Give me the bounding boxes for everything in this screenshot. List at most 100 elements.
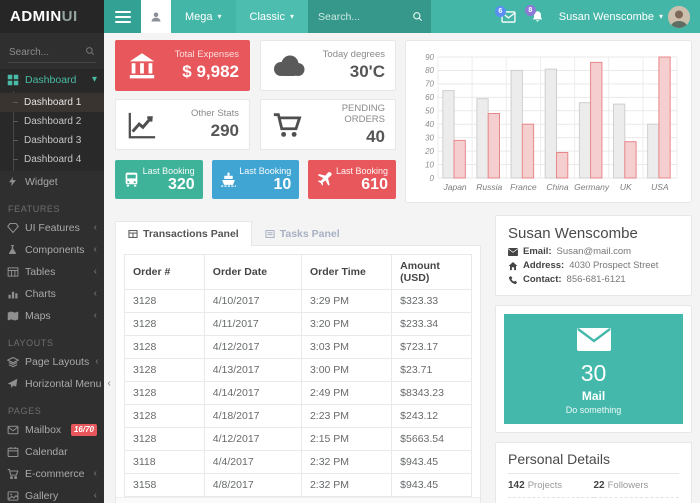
cart-icon (271, 110, 303, 140)
sidebar-item-ui-features[interactable]: UI Features ‹ (0, 217, 104, 239)
search-icon (85, 46, 95, 56)
svg-text:10: 10 (425, 160, 434, 169)
stat-card-total-expenses[interactable]: Total Expenses $ 9,982 (115, 40, 250, 91)
stat-card-today-degrees[interactable]: Today degrees 30'C (260, 40, 396, 91)
user-icon (150, 11, 162, 23)
sidebar-item-horizontal-menu[interactable]: Horizontal Menu ‹ (0, 373, 111, 395)
envelope-icon (508, 247, 518, 256)
sidebar-item-page-layouts[interactable]: Page Layouts ‹ (0, 351, 104, 373)
sidebar-item-label: Page Layouts (25, 356, 90, 368)
col-order-time[interactable]: Order Time (300, 254, 393, 290)
sidebar-item-label: Widget (25, 176, 58, 188)
sidebar-item-mailbox[interactable]: Mailbox 16/70 (0, 419, 104, 441)
messages-button[interactable]: 6 (494, 5, 516, 23)
menu-toggle-button[interactable] (104, 0, 141, 33)
sidebar-item-label: Gallery (25, 490, 59, 502)
cart-icon (7, 468, 19, 480)
envelope-icon (576, 328, 611, 351)
sidebar-item-label: Tables (25, 266, 56, 278)
booking-value: 610 (361, 175, 388, 193)
sidebar-subitem-dashboard1[interactable]: Dashboard 1 (0, 93, 104, 112)
sidebar-item-tables[interactable]: Tables ‹ (0, 261, 104, 283)
top-navbar: Mega ▾ Classic ▾ 6 8 (104, 0, 700, 33)
booking-card-bus[interactable]: Last Booking 320 (115, 160, 203, 199)
sidebar-section-pages: PAGES (8, 406, 42, 416)
table-header-row: Order # Order Date Order Time Amount (US… (124, 254, 472, 290)
app-logo[interactable]: ADMIN UI (0, 0, 104, 33)
table-row[interactable]: 3128 4/18/2017 2:23 PM $243.12 (124, 404, 472, 428)
bolt-icon (7, 176, 19, 188)
table-row[interactable]: 3128 4/14/2017 2:49 PM $8343.23 (124, 381, 472, 405)
sidebar-item-label: Maps (25, 310, 51, 322)
sidebar-subitem-dashboard4[interactable]: Dashboard 4 (0, 150, 104, 169)
bar-chart-icon (7, 288, 19, 300)
sidebar-subitem-dashboard3[interactable]: Dashboard 3 (0, 131, 104, 150)
svg-text:70: 70 (425, 80, 434, 89)
table-row[interactable]: 3128 4/12/2017 3:03 PM $723.17 (124, 335, 472, 359)
sidebar-item-dashboard[interactable]: Dashboard ▾ (0, 69, 104, 91)
nav-menu-classic[interactable]: Classic ▾ (235, 0, 309, 33)
tab-transactions-panel[interactable]: Transactions Panel (115, 221, 252, 246)
navbar-search-input[interactable] (316, 9, 409, 24)
profile-address-value: 4030 Prospect Street (569, 260, 659, 271)
stat-card-pending-orders[interactable]: PENDING ORDERS 40 (260, 99, 396, 150)
profile-email-row: Email: Susan@mail.com (508, 246, 679, 257)
map-icon (7, 310, 19, 322)
nav-menu-mega[interactable]: Mega ▾ (171, 0, 236, 33)
sidebar-item-components[interactable]: Components ‹ (0, 239, 104, 261)
table-row[interactable]: 3128 4/12/2017 2:15 PM $5663.54 (124, 427, 472, 451)
stat-label: Other Stats (190, 108, 239, 119)
table-row[interactable]: 3128 4/10/2017 3:29 PM $323.33 (124, 289, 472, 313)
booking-label: Last Booking (239, 165, 292, 176)
user-tab-button[interactable] (141, 0, 171, 33)
plane-icon (316, 171, 333, 188)
svg-text:50: 50 (425, 107, 434, 116)
logo-text-main: ADMIN (10, 8, 62, 25)
table-row[interactable]: 3128 4/13/2017 3:00 PM $23.71 (124, 358, 472, 382)
booking-value: 320 (167, 175, 195, 193)
sidebar-item-charts[interactable]: Charts ‹ (0, 283, 104, 305)
sidebar-item-calendar[interactable]: Calendar (0, 441, 104, 463)
notifications-button[interactable]: 8 (524, 5, 544, 23)
nav-menu-label: Classic (249, 10, 285, 23)
countries-bar-chart-panel: 0 10 20 30 40 50 60 70 80 90 Japan Russia France Chin… (405, 40, 692, 203)
table-row[interactable]: 3158 4/8/2017 2:32 PM $943.45 (124, 473, 472, 497)
sidebar-subitem-dashboard2[interactable]: Dashboard 2 (0, 112, 104, 131)
tab-tasks-panel[interactable]: Tasks Panel (252, 221, 353, 246)
avatar (668, 5, 690, 28)
chevron-left-icon: ‹ (93, 490, 97, 501)
home-icon (508, 261, 518, 271)
stat-label: Total Expenses (174, 49, 239, 60)
sidebar-search-input[interactable] (8, 43, 96, 62)
col-order-number[interactable]: Order # (124, 254, 205, 290)
search-icon[interactable] (412, 11, 423, 22)
sidebar-item-widget[interactable]: Widget (0, 171, 104, 193)
ship-icon (220, 171, 237, 188)
sidebar-item-ecommerce[interactable]: E-commerce ‹ (0, 463, 104, 485)
image-icon (7, 490, 19, 502)
flask-icon (7, 244, 19, 256)
navbar-right-group: 6 8 Susan Wenscombe ▾ (494, 0, 700, 33)
table-row[interactable]: 3128 4/11/2017 3:20 PM $233.34 (124, 312, 472, 336)
sidebar-item-gallery[interactable]: Gallery ‹ (0, 485, 104, 503)
booking-card-ship[interactable]: Last Booking 10 (211, 160, 300, 199)
col-amount[interactable]: Amount (USD) (391, 254, 472, 290)
cloud-icon (271, 53, 305, 79)
mail-widget[interactable]: 30 Mail Do something (504, 314, 683, 424)
stat-card-other-stats[interactable]: Other Stats 290 (115, 99, 250, 150)
svg-text:40: 40 (425, 120, 434, 129)
user-menu[interactable]: Susan Wenscombe ▾ (559, 5, 690, 28)
tab-label: Transactions Panel (143, 228, 239, 240)
sidebar-item-maps[interactable]: Maps ‹ (0, 305, 104, 327)
booking-card-plane[interactable]: Last Booking 610 (308, 160, 396, 199)
table-row[interactable]: 3118 4/4/2017 2:32 PM $943.45 (124, 450, 472, 474)
table-icon (128, 229, 138, 239)
notifications-count-badge: 8 (524, 5, 536, 16)
col-order-date[interactable]: Order Date (203, 254, 302, 290)
gem-icon (7, 222, 19, 234)
booking-label: Last Booking (335, 165, 388, 176)
sidebar-item-label: Mailbox (25, 424, 62, 436)
